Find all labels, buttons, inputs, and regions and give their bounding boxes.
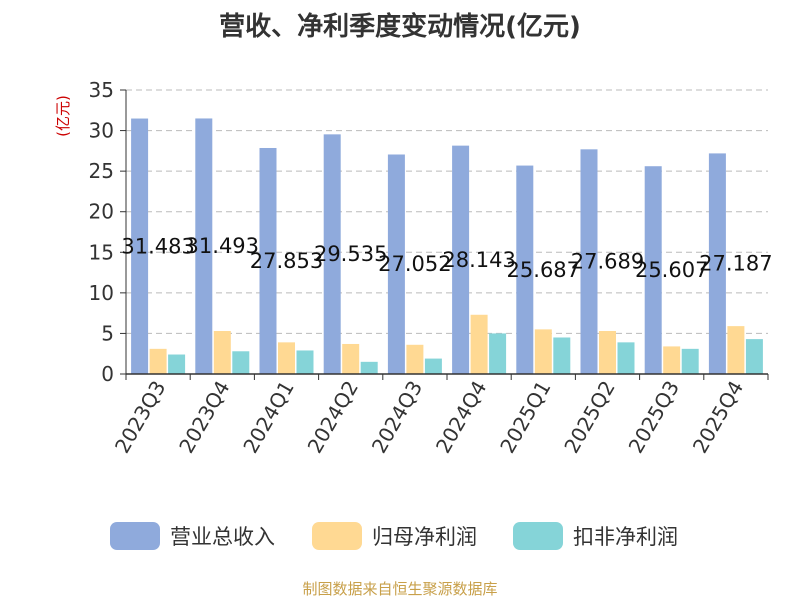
legend[interactable]: 营业总收入 归母净利润 扣非净利润 [110, 522, 678, 550]
bar-revenue [452, 145, 470, 374]
y-tick-label: 15 [89, 240, 114, 264]
bar-net-profit [470, 314, 488, 374]
bar-revenue [131, 118, 149, 375]
data-label: 27.187 [699, 252, 772, 276]
bar-net-profit [149, 348, 167, 374]
legend-swatch[interactable] [110, 522, 160, 550]
bar-net-profit [534, 329, 552, 374]
x-tick-label: 2024Q2 [303, 377, 363, 458]
y-tick-label: 10 [89, 281, 114, 305]
bar-deducted-net-profit [553, 337, 571, 374]
data-labels: 31.48331.49327.85329.53527.05228.14325.6… [121, 234, 772, 282]
y-tick-label: 35 [89, 78, 114, 102]
x-tick-label: 2025Q1 [495, 377, 555, 458]
data-label: 25.687 [507, 258, 580, 282]
bar-net-profit [663, 346, 681, 374]
legend-label[interactable]: 营业总收入 [170, 525, 275, 549]
data-label: 27.853 [250, 249, 323, 273]
data-label: 29.535 [314, 242, 387, 266]
legend-label[interactable]: 扣非净利润 [573, 525, 678, 549]
bar-net-profit [727, 326, 745, 374]
legend-swatch[interactable] [312, 522, 362, 550]
x-tick-label: 2024Q4 [431, 376, 491, 457]
source-note: 制图数据来自恒生聚源数据库 [302, 580, 498, 598]
y-tick-label: 0 [101, 362, 114, 386]
x-tick-label: 2025Q2 [559, 377, 619, 458]
data-label: 31.483 [121, 234, 194, 258]
bar-deducted-net-profit [168, 354, 186, 374]
data-label: 27.689 [571, 250, 644, 274]
y-tick-label: 30 [89, 119, 114, 143]
y-tick-label: 5 [101, 321, 114, 345]
data-label: 25.607 [635, 258, 708, 282]
y-axis-label: (亿元) [54, 95, 72, 137]
legend-label[interactable]: 归母净利润 [372, 525, 477, 549]
data-label: 28.143 [442, 248, 515, 272]
bar-deducted-net-profit [617, 342, 635, 374]
bar-revenue [580, 149, 598, 374]
bar-deducted-net-profit [424, 358, 442, 374]
bar-revenue [387, 154, 405, 374]
bar-deducted-net-profit [232, 351, 250, 374]
bar-deducted-net-profit [360, 361, 378, 374]
bar-net-profit [406, 344, 424, 374]
bar-revenue [708, 153, 726, 374]
data-label: 31.493 [186, 234, 259, 258]
bar-revenue [644, 166, 662, 374]
legend-swatch[interactable] [513, 522, 563, 550]
x-tick-label: 2024Q3 [367, 377, 427, 458]
bar-revenue [516, 165, 534, 374]
bar-deducted-net-profit [296, 350, 314, 374]
data-label: 27.052 [378, 252, 451, 276]
bar-net-profit [342, 343, 360, 374]
bar-deducted-net-profit [489, 333, 507, 374]
y-tick-label: 20 [89, 200, 114, 224]
bar-deducted-net-profit [681, 348, 699, 374]
bars [131, 118, 763, 375]
x-tick-label: 2024Q1 [238, 377, 298, 458]
bar-revenue [323, 134, 341, 374]
bar-net-profit [213, 330, 231, 374]
chart-title: 营收、净利季度变动情况(亿元) [219, 12, 581, 42]
y-tick-label: 25 [89, 159, 114, 183]
bar-revenue [195, 118, 213, 374]
x-tick-label: 2025Q4 [688, 377, 748, 458]
x-tick-label: 2023Q3 [110, 377, 170, 458]
grid-lines [126, 89, 768, 334]
bar-revenue [259, 147, 277, 374]
bar-net-profit [599, 330, 616, 374]
x-tick-label: 2023Q4 [174, 377, 234, 458]
x-tick-label: 2025Q3 [624, 377, 684, 458]
bar-deducted-net-profit [745, 339, 763, 374]
bar-net-profit [278, 342, 295, 374]
